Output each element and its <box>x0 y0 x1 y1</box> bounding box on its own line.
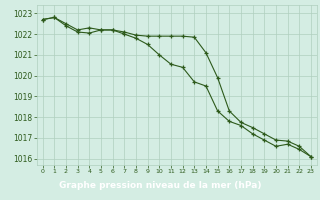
Text: Graphe pression niveau de la mer (hPa): Graphe pression niveau de la mer (hPa) <box>59 182 261 190</box>
